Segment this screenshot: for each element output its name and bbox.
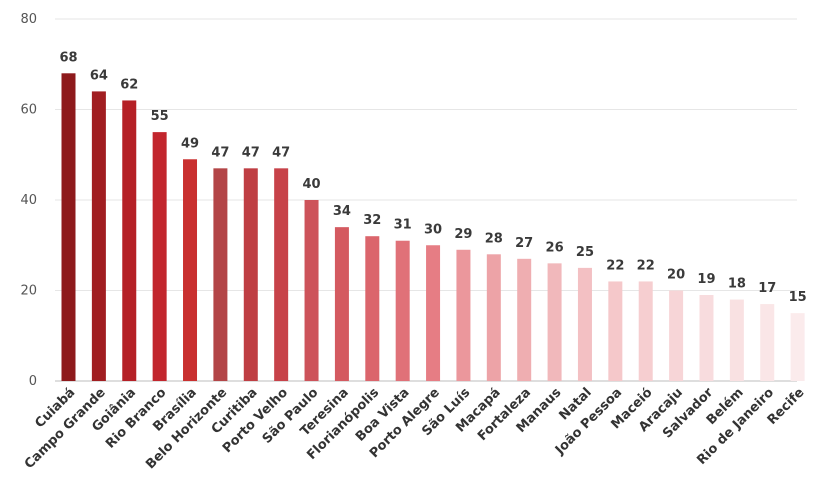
data-label: 25 [576,245,594,260]
data-label: 18 [728,277,746,292]
y-tick-label: 60 [20,103,37,118]
bar [365,236,380,381]
data-label: 17 [758,281,776,296]
data-label: 47 [211,145,229,160]
bar [608,281,623,381]
data-label: 22 [606,258,624,273]
data-label: 64 [90,68,108,83]
data-label: 34 [333,204,351,219]
bar [213,168,228,381]
data-label: 47 [272,145,290,160]
data-label: 68 [59,50,77,65]
bar [638,281,653,381]
bar [304,200,319,381]
bar [61,73,76,382]
bar [577,267,592,381]
bar [517,258,532,381]
bar [274,168,289,381]
bar [91,91,106,382]
data-labels: 68 64 62 55 49 47 47 47 40 34 32 31 30 29 28 27 26 25 22 22… [59,50,806,305]
bar [152,132,167,381]
bars [61,73,805,382]
data-label: 26 [546,240,564,255]
data-label: 49 [181,136,199,151]
bar [334,227,349,381]
data-label: 30 [424,222,442,237]
bar [547,263,562,381]
bar [760,304,775,381]
bar [183,159,198,381]
data-label: 47 [242,145,260,160]
bar [456,249,471,381]
data-label: 31 [394,218,412,233]
y-tick-label: 20 [20,284,37,299]
data-label: 40 [302,177,320,192]
y-axis-ticks: 0 20 40 60 80 [20,12,37,389]
bar [669,290,684,381]
bar [486,254,501,381]
bar [699,295,714,381]
data-label: 29 [454,227,472,242]
y-tick-label: 80 [20,12,37,27]
data-label: 28 [485,231,503,246]
data-label: 32 [363,213,381,228]
data-label: 27 [515,236,533,251]
bar [122,100,137,381]
bar [729,299,744,381]
bar [426,245,441,381]
bar [243,168,258,381]
data-label: 15 [789,290,807,305]
y-tick-label: 0 [29,374,37,389]
data-label: 62 [120,77,138,92]
y-tick-label: 40 [20,193,37,208]
data-label: 22 [637,258,655,273]
data-label: 19 [697,272,715,287]
data-label: 20 [667,268,685,283]
bar [395,240,410,381]
bar [790,313,805,381]
data-label: 55 [151,109,169,124]
